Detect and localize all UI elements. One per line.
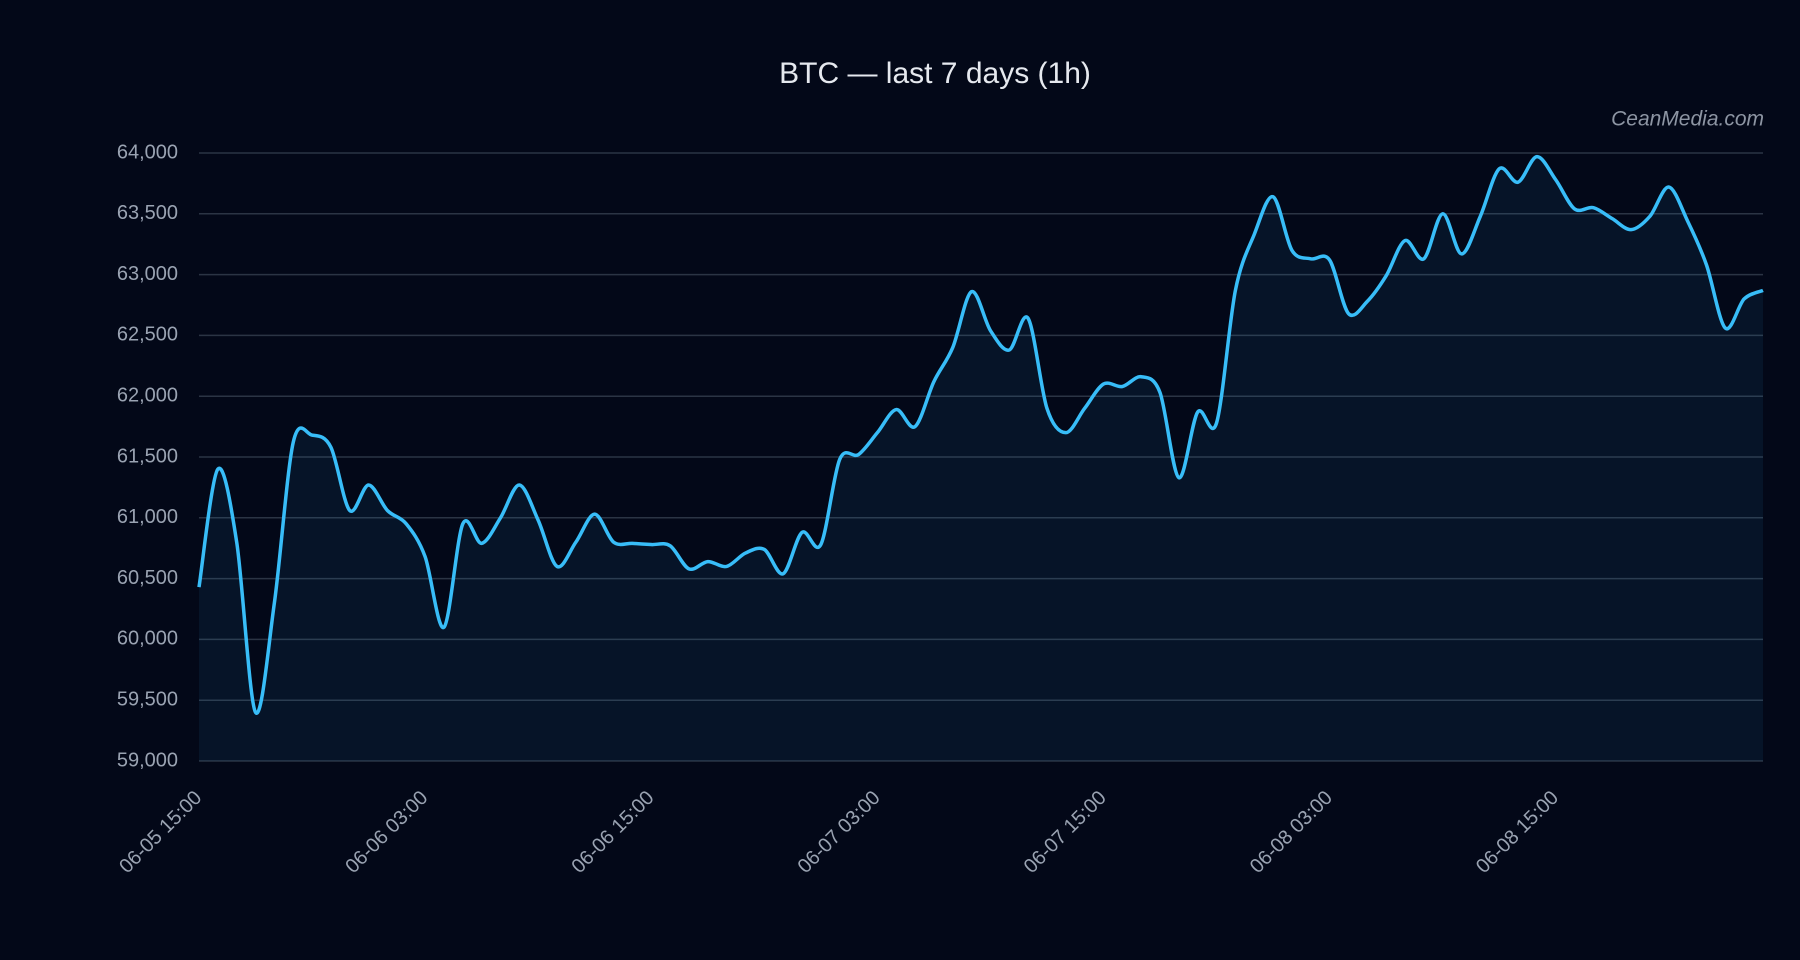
y-tick-label: 62,000 xyxy=(117,384,178,406)
y-tick-label: 62,500 xyxy=(117,324,178,346)
y-tick-label: 59,500 xyxy=(117,688,178,710)
y-tick-label: 60,000 xyxy=(117,628,178,650)
y-tick-label: 61,500 xyxy=(117,445,178,467)
y-tick-label: 64,000 xyxy=(117,141,178,163)
line xyxy=(197,154,1764,715)
y-tick-label: 60,500 xyxy=(117,567,178,589)
watermark: CeanMedia.com xyxy=(1611,108,1764,131)
y-tick-label: 61,000 xyxy=(117,506,178,528)
y-tick-label: 63,500 xyxy=(117,202,178,224)
y-tick-label: 59,000 xyxy=(117,749,178,771)
chart-title: BTC — last 7 days (1h) xyxy=(779,57,1091,90)
area xyxy=(199,156,1763,761)
y-tick-label: 63,000 xyxy=(117,263,178,285)
